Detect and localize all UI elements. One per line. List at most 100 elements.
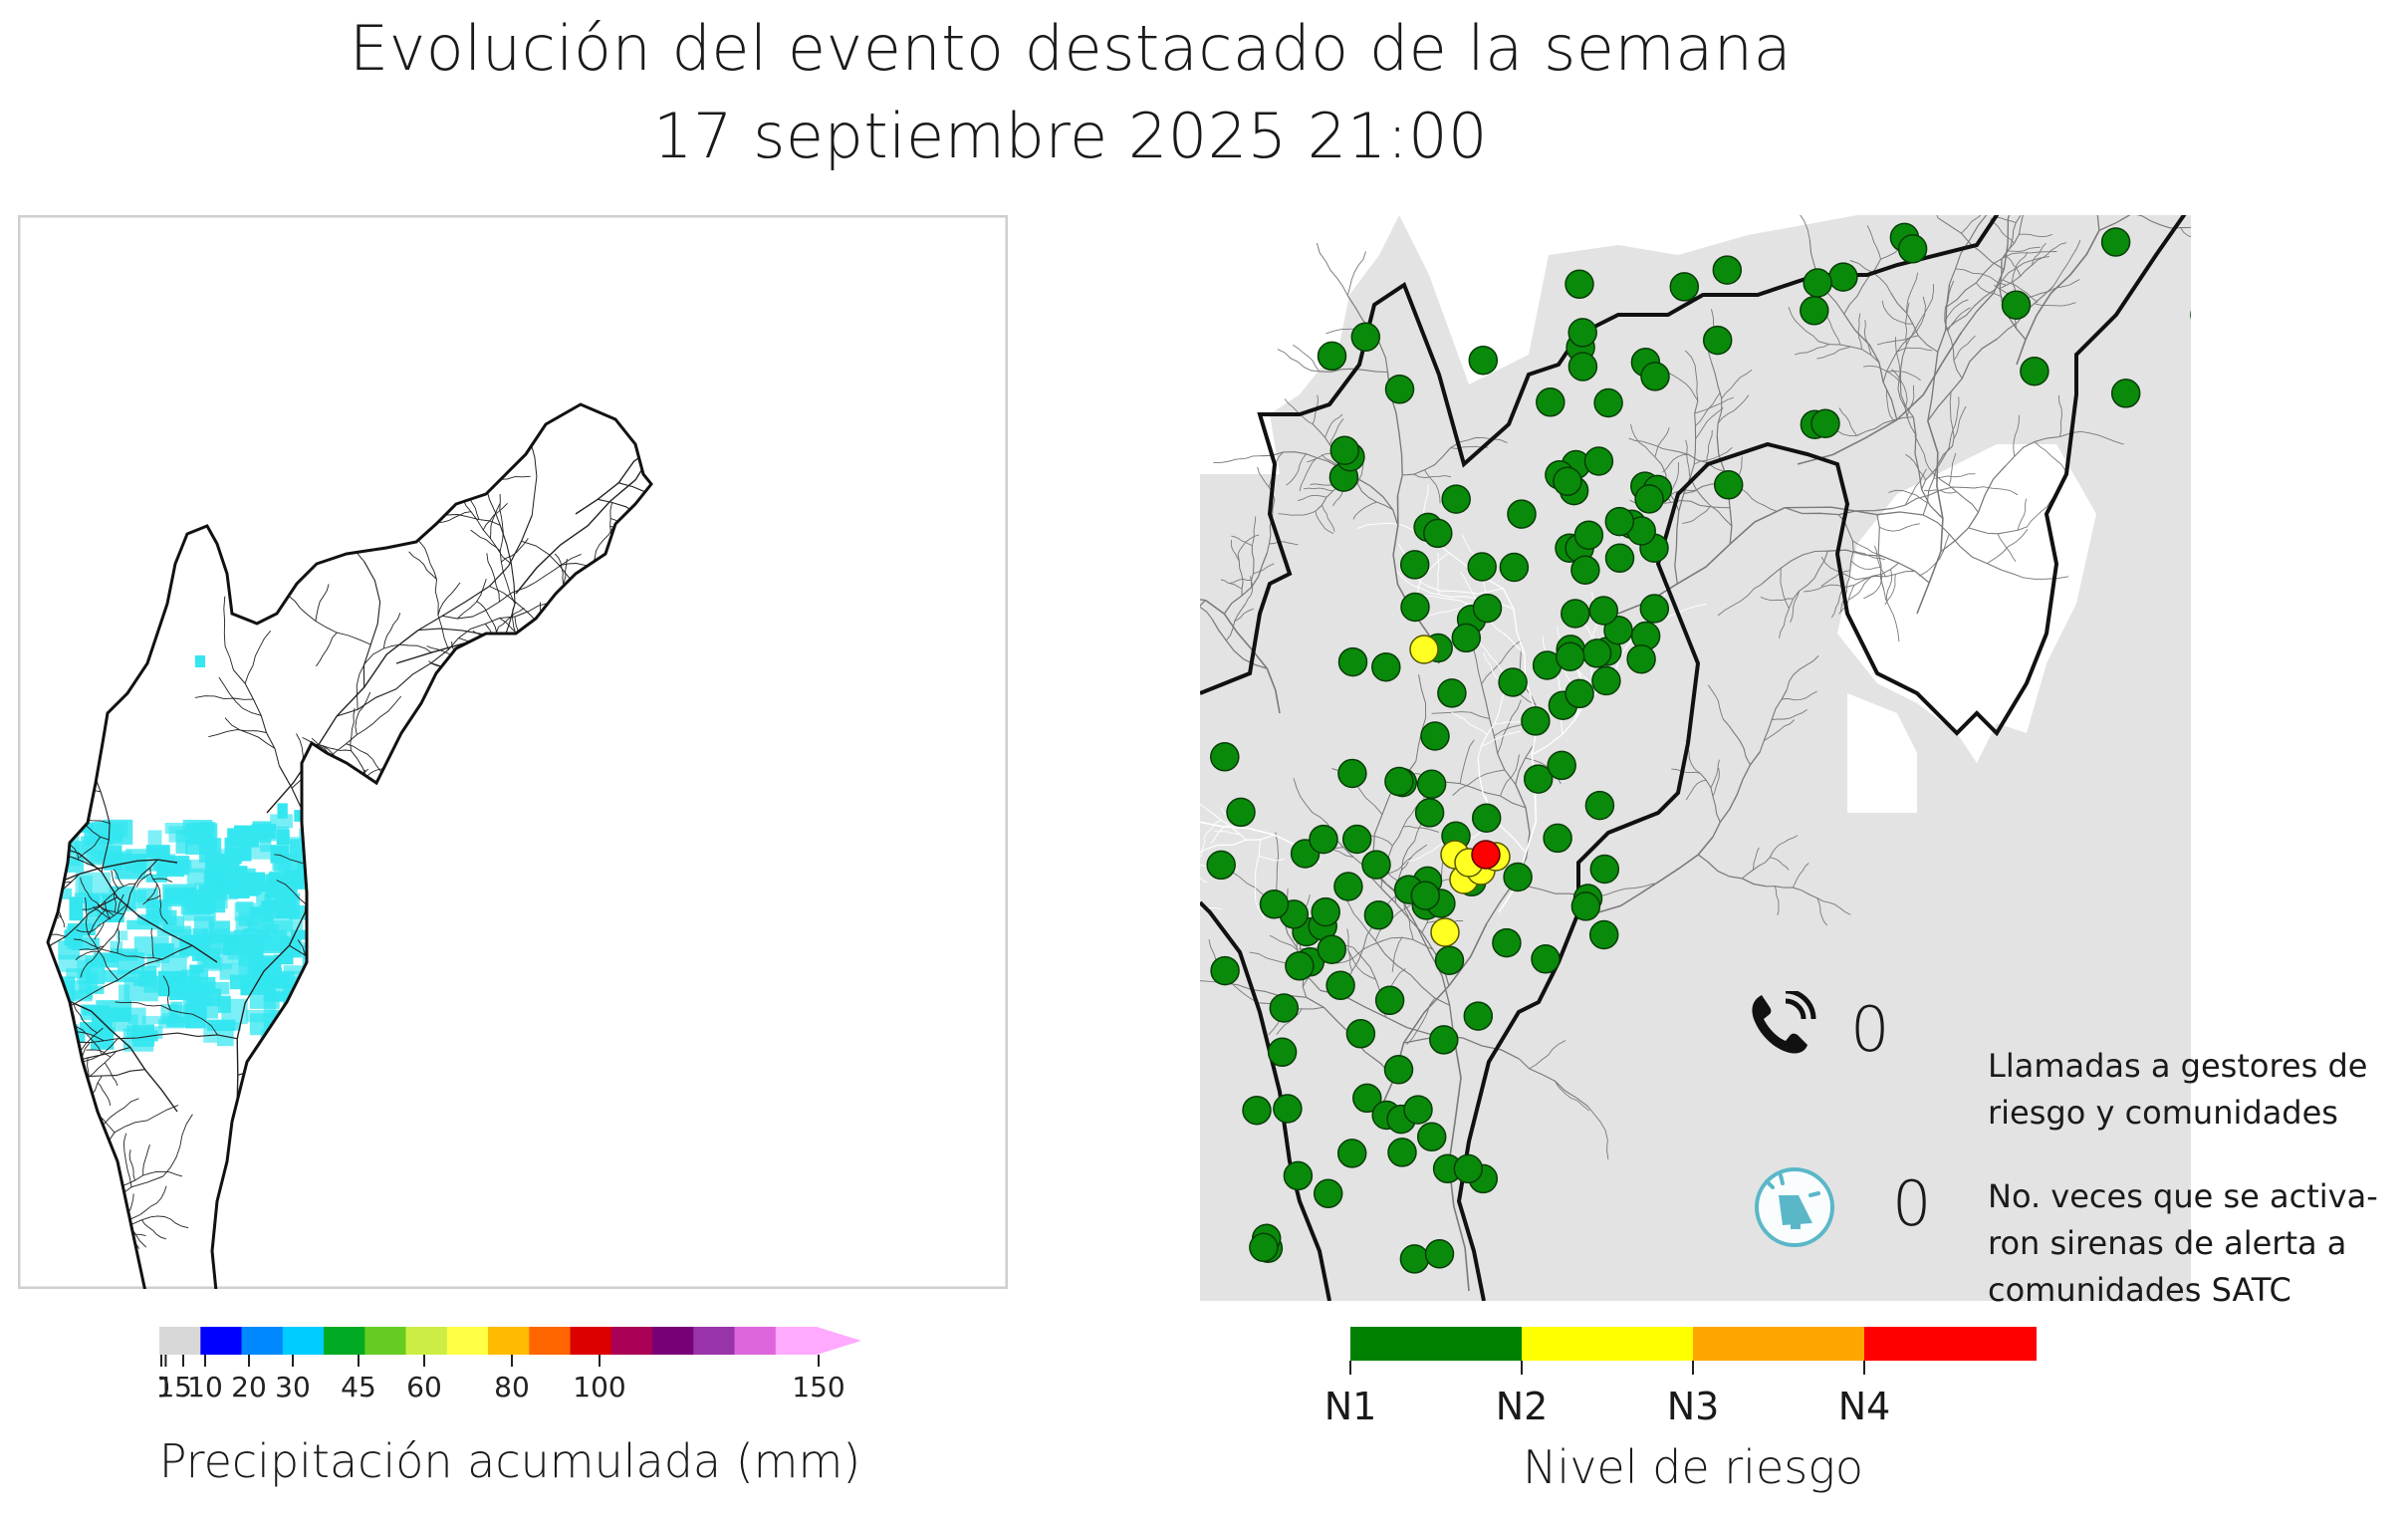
station-n1 xyxy=(1403,1095,1433,1125)
station-n1 xyxy=(1523,764,1554,794)
station-n1 xyxy=(1626,643,1656,674)
title-line-2: 17 septiembre 2025 21:00 xyxy=(653,100,1488,172)
station-n1 xyxy=(1669,272,1700,302)
station-n1 xyxy=(1424,1239,1455,1269)
colorbar-tick-label: 20 xyxy=(231,1371,267,1399)
colorbar-tick-label: 0 xyxy=(159,1371,170,1399)
station-n1 xyxy=(1399,550,1430,580)
risk-map xyxy=(1200,215,2191,1301)
station-n1 xyxy=(1410,881,1441,910)
station-n1 xyxy=(1341,824,1372,855)
station-n1 xyxy=(1507,499,1537,529)
station-n1 xyxy=(1570,891,1601,921)
river-network xyxy=(1200,215,2191,1292)
station-n1 xyxy=(1226,797,1256,828)
station-n1 xyxy=(1588,596,1619,626)
station-n1 xyxy=(1283,1160,1314,1191)
colorbar-tick-label: 30 xyxy=(275,1371,311,1399)
station-n1 xyxy=(1828,262,1858,292)
station-n1 xyxy=(1336,1139,1367,1168)
station-n1 xyxy=(1570,555,1600,585)
station-n1 xyxy=(1543,823,1572,854)
station-n1 xyxy=(1565,678,1594,709)
risk-legend-tick-label: N2 xyxy=(1495,1385,1549,1428)
station-n1 xyxy=(1553,466,1582,497)
risk-legend-segment xyxy=(1693,1327,1865,1361)
station-n1 xyxy=(1337,646,1368,677)
station-n1 xyxy=(1604,543,1635,574)
station-n1 xyxy=(1555,641,1585,671)
risk-legend-tick-label: N1 xyxy=(1324,1385,1377,1428)
station-n1 xyxy=(2100,227,2131,257)
risk-legend-tick-label: N4 xyxy=(1837,1385,1891,1428)
station-n1 xyxy=(1581,638,1612,668)
station-n1 xyxy=(1591,665,1621,696)
station-n1 xyxy=(1434,945,1465,975)
station-n1 xyxy=(1453,1153,1484,1184)
station-n2 xyxy=(1409,635,1439,664)
colorbar-tick-label: 1 xyxy=(159,1371,174,1399)
station-n1 xyxy=(1273,1094,1303,1124)
colorbar-tick-label: 150 xyxy=(792,1371,844,1399)
station-n1 xyxy=(1588,919,1619,950)
colorbar-tick-label: 100 xyxy=(573,1371,625,1399)
risk-legend-segment xyxy=(1350,1327,1523,1361)
station-n1 xyxy=(1712,255,1743,285)
station-n1 xyxy=(1463,1001,1494,1031)
station-n1 xyxy=(1399,1244,1430,1274)
risk-legend-label: Nivel de riesgo xyxy=(1523,1440,1863,1494)
station-n1 xyxy=(1387,1138,1417,1167)
colorbar-tick-label: 45 xyxy=(341,1371,376,1399)
station-n1 xyxy=(1420,721,1450,751)
station-n1 xyxy=(1713,470,1744,500)
basin-outline xyxy=(1200,215,2187,1301)
station-n1 xyxy=(1593,387,1623,418)
siren-count: 0 xyxy=(1892,1167,1932,1240)
precipitation-map xyxy=(18,215,1008,1289)
station-n1 xyxy=(1897,234,1928,264)
station-n1 xyxy=(1311,896,1340,927)
risk-legend-tick-label: N3 xyxy=(1666,1385,1720,1428)
colorbar-extend-arrow xyxy=(817,1327,861,1355)
station-n1 xyxy=(1384,766,1414,797)
station-n1 xyxy=(1567,318,1597,348)
basin-outline xyxy=(46,402,653,1289)
station-n1 xyxy=(1498,667,1528,697)
station-n1 xyxy=(2020,356,2049,386)
station-n1 xyxy=(1317,341,1347,372)
precipitation-colorbar: 01 510 20 30 45 60 80 100 150 xyxy=(159,1327,861,1399)
station-n1 xyxy=(1352,1083,1382,1114)
station-n1 xyxy=(1267,1037,1298,1068)
station-n1 xyxy=(1400,592,1430,623)
station-n1 xyxy=(1350,322,1381,353)
siren-description: No. veces que se activa- ron sirenas de … xyxy=(1988,1177,2378,1309)
station-n1 xyxy=(1423,518,1453,549)
risk-legend-segment xyxy=(1522,1327,1694,1361)
station-n1 xyxy=(1472,593,1503,624)
station-n4 xyxy=(1471,840,1501,870)
station-n1 xyxy=(1639,594,1670,624)
station-n1 xyxy=(1603,615,1633,645)
siren-icon xyxy=(1755,1167,1834,1247)
station-n1 xyxy=(1210,955,1240,986)
colorbar-tick-label: 10 xyxy=(187,1371,223,1399)
station-n1 xyxy=(1468,345,1499,376)
station-n1 xyxy=(1309,824,1338,855)
station-n1 xyxy=(1206,850,1236,881)
station-n1 xyxy=(1345,1019,1376,1049)
station-n1 xyxy=(1313,1178,1343,1209)
station-n1 xyxy=(1536,387,1565,417)
station-n1 xyxy=(1337,758,1367,789)
station-n1 xyxy=(1702,325,1733,356)
station-n1 xyxy=(1383,1055,1414,1085)
station-n1 xyxy=(1640,362,1670,391)
station-n1 xyxy=(1371,651,1401,682)
station-n1 xyxy=(1531,944,1561,974)
risk-legend-segment xyxy=(1864,1327,2037,1361)
map-frame xyxy=(18,215,1008,1289)
station-n2 xyxy=(1430,917,1460,947)
risk-legend-bar xyxy=(1349,1327,2037,1375)
risk-stations xyxy=(1206,222,2191,1274)
station-n1 xyxy=(1521,706,1551,736)
station-n1 xyxy=(1451,623,1482,653)
